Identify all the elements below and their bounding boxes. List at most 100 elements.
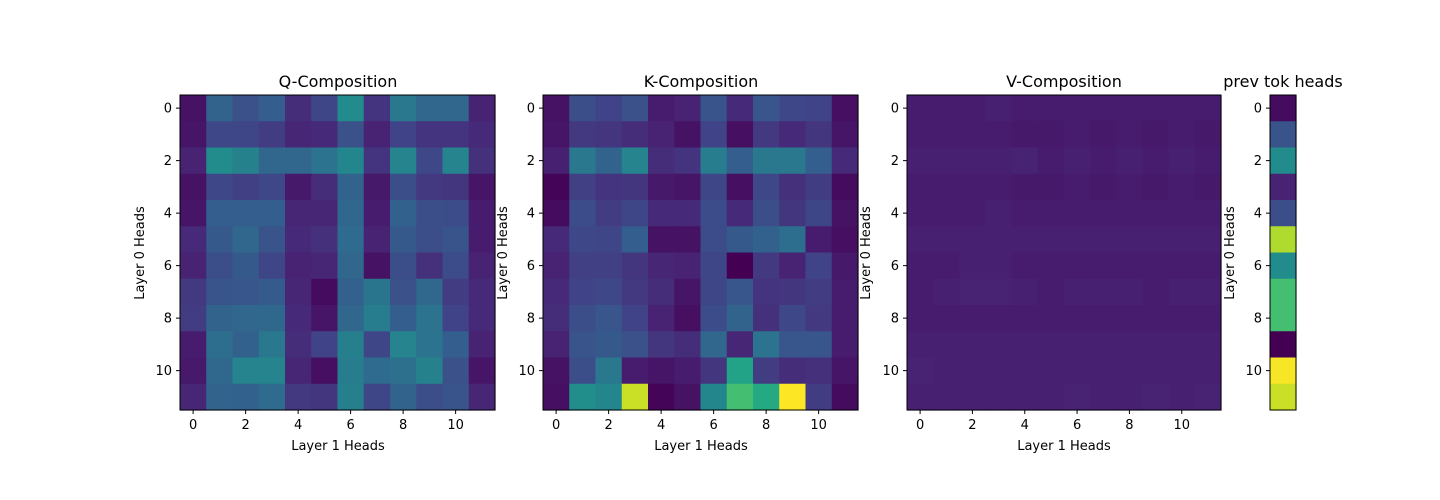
q-composition-y-ticks: 0 2 4 6 8 10: [155, 102, 180, 379]
q-composition-cell-r2-c8: [390, 147, 417, 175]
k-composition-y-tick-label: 0: [527, 102, 535, 117]
k-composition-cell-r0-c10: [805, 95, 833, 122]
q-composition-cell-r8-c2: [232, 305, 260, 332]
q-composition-cell-r11-c0: [180, 383, 207, 411]
v-composition-cell-r2-c9: [1142, 147, 1170, 175]
q-composition-cell-r2-c0: [180, 147, 207, 175]
k-composition-cell-r10-c10: [805, 357, 833, 385]
q-composition-cell-r2-c11: [468, 147, 496, 175]
q-composition-cell-r6-c2: [232, 252, 260, 280]
k-composition-x-tick-label: 10: [810, 418, 827, 433]
q-composition-cell-r5-c3: [258, 226, 286, 254]
v-composition-cell-r2-c11: [1194, 147, 1222, 175]
panel-prev-tok-title: prev tok heads: [1223, 72, 1342, 91]
v-composition-cell-r7-c10: [1168, 278, 1196, 306]
q-composition-cell-r0-c3: [258, 95, 286, 122]
k-composition-cell-r0-c11: [831, 95, 859, 122]
v-composition-cell-r2-c7: [1090, 147, 1117, 175]
k-composition-cell-r6-c1: [569, 252, 597, 280]
v-composition-cell-r8-c2: [959, 305, 987, 332]
v-composition-x-tick-label: 0: [916, 418, 924, 433]
q-composition-cell-r8-c10: [442, 305, 470, 332]
v-composition-cell-r10-c5: [1037, 357, 1065, 385]
k-composition-cell-r1-c4: [648, 121, 675, 149]
k-composition-cell-r2-c0: [543, 147, 570, 175]
v-composition-cell-r4-c10: [1168, 200, 1196, 227]
k-composition-cell-r11-c8: [753, 383, 780, 411]
k-composition-cell-r11-c5: [674, 383, 702, 411]
v-composition-cell-r10-c8: [1116, 357, 1144, 385]
v-composition-cell-r3-c5: [1037, 173, 1065, 201]
k-composition-cell-r2-c1: [569, 147, 597, 175]
q-composition-cell-r5-c6: [337, 226, 365, 254]
v-composition-cell-r0-c11: [1194, 95, 1222, 122]
q-composition-cell-r11-c9: [416, 383, 444, 411]
q-composition-cell-r9-c11: [468, 331, 496, 359]
k-composition-cell-r4-c11: [831, 200, 859, 227]
prev-tok-heads-cell-r8-c0: [1270, 305, 1297, 332]
q-composition-cell-r4-c9: [416, 200, 444, 227]
v-composition-cell-r7-c5: [1037, 278, 1065, 306]
v-composition-x-axis-label: Layer 1 Heads: [1017, 439, 1111, 454]
v-composition-cell-r4-c4: [1011, 200, 1039, 227]
k-composition-cell-r2-c3: [621, 147, 649, 175]
v-composition-x-tick-label: 4: [1021, 418, 1029, 433]
v-composition-cell-r9-c1: [933, 331, 960, 359]
q-composition-cell-r1-c3: [258, 121, 286, 149]
v-composition-axes-frame: [906, 94, 1222, 411]
k-composition-cell-r3-c5: [674, 173, 702, 201]
panel-prev-tok-heads: prev tok heads 0 2 4 6 8 10 Layer 0 Heads: [1223, 72, 1343, 411]
v-composition-cell-r1-c6: [1064, 121, 1091, 149]
v-composition-cell-r0-c2: [959, 95, 987, 122]
v-composition-cell-r2-c6: [1064, 147, 1091, 175]
k-composition-axes-frame: [542, 94, 859, 411]
q-composition-cell-r0-c8: [390, 95, 417, 122]
q-composition-cell-r6-c10: [442, 252, 470, 280]
prev-tok-heads-cell-r3-c0: [1270, 173, 1297, 201]
prev-tok-heads-cell-r6-c0: [1270, 252, 1297, 280]
q-composition-cell-r1-c10: [442, 121, 470, 149]
q-composition-cell-r7-c3: [258, 278, 286, 306]
q-composition-cell-r9-c2: [232, 331, 260, 359]
k-composition-cell-r7-c5: [674, 278, 702, 306]
q-composition-cell-r2-c2: [232, 147, 260, 175]
v-composition-cell-r8-c1: [933, 305, 960, 332]
k-composition-heatmap: [543, 95, 859, 411]
k-composition-cell-r6-c2: [595, 252, 623, 280]
v-composition-cell-r2-c5: [1037, 147, 1065, 175]
k-composition-cell-r2-c6: [700, 147, 728, 175]
k-composition-cell-r5-c1: [569, 226, 597, 254]
k-composition-x-tick-label: 4: [657, 418, 665, 433]
v-composition-cell-r8-c9: [1142, 305, 1170, 332]
q-composition-cell-r1-c0: [180, 121, 207, 149]
prev-tok-heads-cell-r7-c0: [1270, 278, 1297, 306]
q-composition-cell-r11-c5: [311, 383, 339, 411]
v-composition-cell-r11-c5: [1037, 383, 1065, 411]
q-composition-cell-r8-c7: [363, 305, 391, 332]
k-composition-cell-r2-c11: [831, 147, 859, 175]
q-composition-cell-r3-c4: [285, 173, 312, 201]
k-composition-cell-r4-c4: [648, 200, 675, 227]
v-composition-cell-r9-c6: [1064, 331, 1091, 359]
k-composition-cell-r1-c1: [569, 121, 597, 149]
q-composition-cell-r7-c6: [337, 278, 365, 306]
v-composition-y-tick-label: 10: [882, 364, 899, 379]
q-composition-cell-r1-c9: [416, 121, 444, 149]
q-composition-cell-r10-c3: [258, 357, 286, 385]
k-composition-cell-r11-c2: [595, 383, 623, 411]
v-composition-cell-r9-c10: [1168, 331, 1196, 359]
v-composition-cell-r6-c7: [1090, 252, 1117, 280]
k-composition-y-tick-label: 2: [527, 154, 535, 169]
k-composition-x-tick-label: 8: [762, 418, 770, 433]
q-composition-cell-r6-c9: [416, 252, 444, 280]
q-composition-cell-r8-c6: [337, 305, 365, 332]
q-composition-cell-r10-c8: [390, 357, 417, 385]
k-composition-cell-r9-c5: [674, 331, 702, 359]
k-composition-cell-r10-c1: [569, 357, 597, 385]
v-composition-cell-r4-c3: [985, 200, 1013, 227]
k-composition-cell-r2-c9: [779, 147, 807, 175]
q-composition-cell-r9-c0: [180, 331, 207, 359]
k-composition-cell-r10-c9: [779, 357, 807, 385]
k-composition-cell-r3-c6: [700, 173, 728, 201]
k-composition-cell-r6-c7: [726, 252, 754, 280]
